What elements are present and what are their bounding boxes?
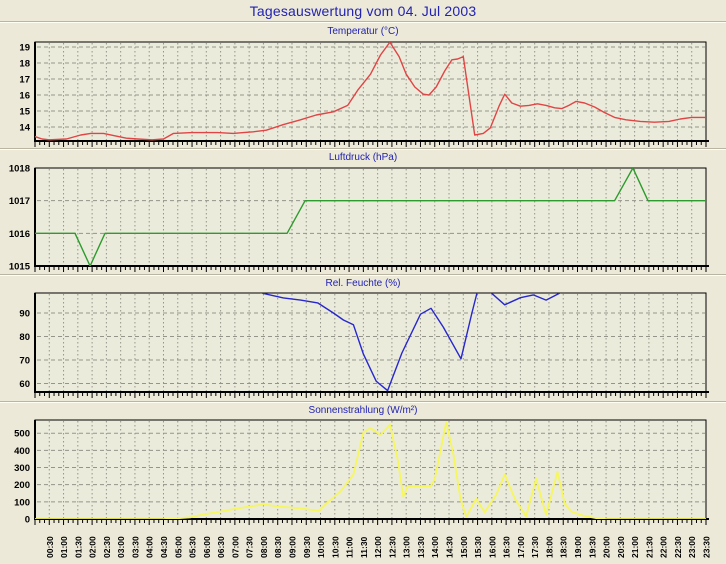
x-tick-label: 13:30: [416, 536, 426, 558]
chart-title-radiation: Sonnenstrahlung (W/m²): [308, 405, 418, 416]
x-tick-label: 12:00: [373, 536, 383, 558]
title-divider: [0, 21, 726, 23]
y-tick-label: 90: [19, 308, 30, 319]
x-ticks: [34, 393, 707, 398]
x-tick-label: 20:30: [616, 536, 626, 558]
x-tick-label: 04:30: [159, 536, 169, 558]
x-ticks: [34, 142, 707, 147]
x-tick-label: 05:30: [188, 536, 198, 558]
x-tick-label: 09:00: [287, 536, 297, 558]
x-tick-label: 03:30: [130, 536, 140, 558]
x-tick-label: 00:30: [45, 536, 55, 558]
y-tick-label: 15: [19, 107, 30, 118]
y-tick-label: 70: [19, 356, 30, 367]
x-tick-label: 10:00: [316, 536, 326, 558]
x-tick-label: 01:00: [59, 536, 69, 558]
chart-0: 14 15 16 17 18 19: [19, 41, 709, 147]
y-tick-label: 400: [14, 446, 30, 457]
y-tick-label: 1016: [9, 229, 30, 240]
y-tick-labels: 0 100 200 300 400 500: [14, 429, 30, 526]
chart-3: 0 100 200 300 400 500: [14, 419, 709, 526]
x-tick-label: 06:00: [202, 536, 212, 558]
x-tick-label: 11:30: [359, 536, 369, 558]
series-line-3: [35, 421, 706, 519]
x-tick-label: 03:00: [116, 536, 126, 558]
chart-2: 60 70 80 90: [19, 292, 709, 398]
x-tick-label: 14:30: [445, 536, 455, 558]
x-tick-label: 07:30: [245, 536, 255, 558]
x-tick-label: 15:30: [473, 536, 483, 558]
x-tick-label: 14:00: [430, 536, 440, 558]
x-tick-label: 05:00: [173, 536, 183, 558]
y-tick-label: 1017: [9, 196, 30, 207]
x-tick-label: 19:30: [587, 536, 597, 558]
x-tick-label: 08:30: [273, 536, 283, 558]
y-tick-label: 17: [19, 75, 30, 86]
x-ticks: [34, 520, 707, 525]
y-tick-label: 0: [25, 515, 30, 526]
plot-area: [35, 42, 706, 141]
x-tick-label: 19:00: [573, 536, 583, 558]
y-tick-labels: 14 15 16 17 18 19: [19, 43, 30, 134]
chart-1: 1015 1016 1017 1018: [9, 164, 709, 273]
x-tick-label: 02:30: [102, 536, 112, 558]
y-tick-label: 16: [19, 91, 30, 102]
series-line-1: [35, 168, 706, 266]
plot-area: [35, 168, 706, 266]
plot-area: [35, 420, 706, 519]
x-tick-label: 08:00: [259, 536, 269, 558]
y-tick-label: 14: [19, 123, 30, 134]
series-line-2: [259, 293, 562, 392]
section-divider: [0, 148, 726, 150]
x-tick-label: 20:00: [602, 536, 612, 558]
x-tick-label: 02:00: [88, 536, 98, 558]
x-tick-label: 15:00: [459, 536, 469, 558]
x-tick-label: 18:00: [544, 536, 554, 558]
x-tick-label: 09:30: [302, 536, 312, 558]
y-tick-label: 1018: [9, 164, 30, 175]
y-tick-label: 60: [19, 379, 30, 390]
x-tick-label: 18:30: [559, 536, 569, 558]
y-tick-label: 500: [14, 429, 30, 440]
x-tick-label: 17:30: [530, 536, 540, 558]
y-tick-label: 100: [14, 497, 30, 508]
x-tick-label: 13:00: [402, 536, 412, 558]
x-tick-label: 23:00: [687, 536, 697, 558]
x-axis-labels: 00:30 01:00 01:30 02:00 02:30 03:00 03:30 04:00…: [45, 536, 712, 558]
x-tick-label: 22:00: [659, 536, 669, 558]
x-tick-label: 16:00: [487, 536, 497, 558]
y-tick-label: 18: [19, 59, 30, 70]
x-ticks: [34, 267, 707, 272]
section-divider: [0, 274, 726, 276]
series-line-0: [35, 42, 706, 141]
chart-title-humidity: Rel. Feuchte (%): [325, 278, 401, 289]
x-tick-label: 04:00: [145, 536, 155, 558]
x-tick-label: 10:30: [330, 536, 340, 558]
y-tick-label: 1015: [9, 262, 31, 273]
plot-area: [35, 293, 706, 392]
y-tick-label: 19: [19, 43, 30, 54]
chart-title-pressure: Luftdruck (hPa): [328, 152, 398, 163]
y-tick-labels: 60 70 80 90: [19, 308, 30, 390]
y-tick-labels: 1015 1016 1017 1018: [9, 164, 31, 273]
x-tick-label: 21:00: [630, 536, 640, 558]
x-tick-label: 12:30: [387, 536, 397, 558]
y-tick-label: 80: [19, 332, 30, 343]
x-tick-label: 21:30: [644, 536, 654, 558]
y-tick-label: 300: [14, 463, 30, 474]
page-title: Tagesauswertung vom 04. Jul 2003: [249, 3, 477, 19]
x-tick-label: 06:30: [216, 536, 226, 558]
chart-title-temperature: Temperatur (°C): [327, 26, 399, 37]
x-tick-label: 22:30: [673, 536, 683, 558]
x-tick-label: 11:00: [345, 536, 355, 558]
x-tick-label: 01:30: [73, 536, 83, 558]
x-tick-label: 16:30: [502, 536, 512, 558]
x-tick-label: 17:00: [516, 536, 526, 558]
x-tick-label: 07:00: [230, 536, 240, 558]
section-divider: [0, 401, 726, 403]
x-tick-label: 23:30: [702, 536, 712, 558]
y-tick-label: 200: [14, 480, 30, 491]
